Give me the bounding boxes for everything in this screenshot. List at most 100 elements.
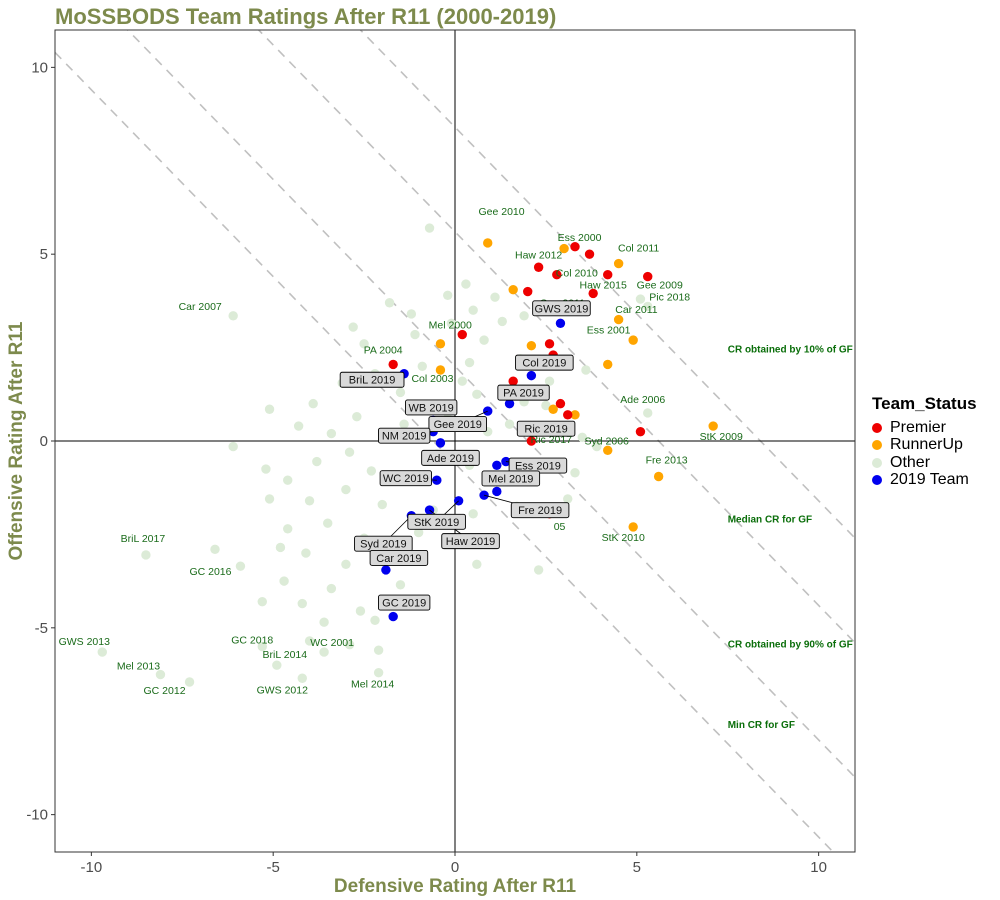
team-2019-label: GWS 2019 [535,303,589,315]
label-box [369,549,429,566]
point-other [443,290,453,300]
point-label: PA 2004 [364,344,403,356]
reference-line-labels: CR obtained by 10% of GF Median CR for GF… [728,344,853,731]
point-label: Mel 2013 [117,661,160,673]
point-other [464,357,475,368]
point-runnerup [508,284,518,295]
point-premier [570,242,580,252]
point-other [97,647,107,657]
point-premier [388,359,398,370]
team-2019-label: BriL 2019 [349,375,396,387]
label-box [379,470,432,487]
x-tick-label: -5 [267,859,280,876]
point-label: Ade 2006 [620,394,665,406]
point-2019-team [381,565,391,575]
team-2019-label: NM 2019 [382,431,427,443]
point-other [304,636,315,646]
point-premier [603,270,613,280]
point-premier [563,410,573,420]
point-other [577,432,587,442]
point-label: Col 2003 [411,373,453,385]
point-label: GC 2018 [231,635,273,647]
point-other [184,677,195,687]
point-other [399,419,409,429]
point-other [533,565,544,575]
label-box [515,354,574,371]
point-label: Fre 2013 [646,454,688,466]
team-2019-label: Mel 2019 [488,473,533,485]
y-tick-label: 10 [31,59,48,76]
point-other [312,456,322,467]
legend-item-runnerup: RunnerUp [872,436,977,455]
reference-line-label: Median CR for GF [728,514,812,525]
point-other [283,524,293,534]
point-other [228,441,238,452]
point-2019-team [492,460,502,470]
y-axis-title: Offensive Rating After R11 [6,321,27,560]
point-other [504,419,515,429]
point-2019-team [555,318,566,329]
point-other [297,598,307,609]
point-other [344,447,355,457]
point-premier [588,288,598,299]
point-other [446,318,457,329]
team-2019-label: Fre 2019 [518,505,562,517]
point-other [417,361,427,371]
x-axis-ticks: -10 -5 0 5 10 [81,852,827,876]
point-label: GWS 2013 [59,636,111,648]
legend-marker [872,457,882,468]
point-label: Col 2010 [556,268,598,280]
point-label: StK 2010 [602,532,645,544]
point-other [457,376,467,386]
point-2019-team [479,490,489,500]
label-box [378,427,431,444]
point-label: Gee 2010 [478,206,524,218]
point-runnerup [603,359,613,370]
point-other [141,550,151,560]
point-other [643,301,653,312]
zero-axis-lines [55,30,855,852]
point-label: GC 2012 [144,685,186,697]
point-other [592,441,602,452]
reference-line-label: Min CR for GF [728,720,795,731]
point-premier [635,426,646,437]
point-other [373,645,384,655]
team-2019-label: Gee 2019 [434,419,482,431]
legend-item-premier: Premier [872,419,977,437]
team-2019-label: Car 2019 [376,553,421,565]
point-other [413,527,424,538]
point-2019-team [388,611,398,622]
point-other [326,583,337,594]
legend-marker [872,440,882,451]
point-other [366,466,377,476]
point-other [563,494,573,504]
label-box [428,416,487,433]
point-label: StK 2009 [700,431,743,443]
point-other [570,468,580,478]
point-runnerup [548,404,558,414]
legend-marker [872,475,882,486]
label-box [339,371,405,388]
point-other [519,311,529,321]
point-label: Pic 2018 [649,291,690,303]
team-2019-label: GC 2019 [382,598,426,610]
x-tick-label: 5 [633,859,641,876]
label-box [516,420,576,437]
point-label: Ric 2017 [531,434,573,446]
point-other [283,475,293,485]
point-other [293,421,304,431]
point-2019-team [435,438,446,448]
point-label: Syd 2006 [585,435,630,447]
point-other [468,305,478,315]
point-other [370,615,380,626]
point-label: BriL 2014 [263,649,308,661]
point-runnerup [435,339,446,349]
legend-label: Other [890,453,931,471]
point-other [424,223,435,233]
point-label: GWS 2012 [257,684,309,696]
point-runnerup [708,421,718,431]
point-label: Car 2007 [179,301,222,313]
y-axis-ticks: -10 -5 0 5 10 [26,59,55,824]
y-tick-label: 5 [40,246,48,263]
team-2019-label: StK 2019 [414,517,459,529]
